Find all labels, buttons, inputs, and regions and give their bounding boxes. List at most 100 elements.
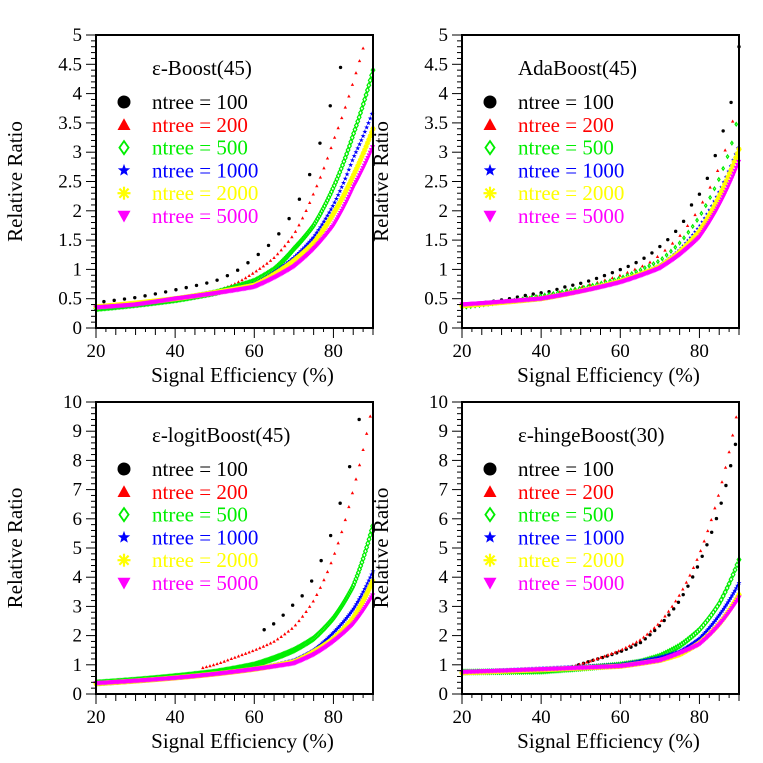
data-point xyxy=(298,248,304,254)
data-point xyxy=(345,613,351,619)
data-point xyxy=(357,109,364,117)
y-axis: 0 0.5 1 1.5 2 2.5 3 3.5 4 4.5 5 xyxy=(58,25,96,339)
legend-label: ntree = 1000 xyxy=(152,158,258,182)
data-point xyxy=(625,270,630,274)
data-point xyxy=(254,269,258,273)
data-point xyxy=(366,577,372,583)
data-point xyxy=(281,255,287,264)
y-tick-label: 0 xyxy=(73,318,83,339)
data-point xyxy=(317,224,323,230)
data-point xyxy=(618,273,622,277)
data-point xyxy=(290,626,294,630)
data-point xyxy=(300,216,305,220)
x-tick-label: 20 xyxy=(453,341,472,362)
data-point xyxy=(367,76,373,84)
legend-item: ntree = 100 xyxy=(483,90,614,114)
data-point xyxy=(290,246,296,254)
data-point xyxy=(350,82,355,86)
data-point xyxy=(236,280,241,284)
data-point xyxy=(261,644,266,648)
data-point xyxy=(353,149,359,155)
data-point xyxy=(364,86,371,94)
data-point xyxy=(357,59,362,63)
data-point xyxy=(716,176,721,183)
data-point xyxy=(327,633,333,639)
data-point xyxy=(333,627,339,633)
data-point xyxy=(315,184,319,188)
data-point xyxy=(247,650,251,654)
data-point xyxy=(268,641,273,645)
asterisk-stroke xyxy=(733,155,739,161)
data-point xyxy=(318,141,322,145)
data-point xyxy=(301,234,307,242)
data-point xyxy=(335,192,341,198)
data-point xyxy=(555,287,559,292)
data-point xyxy=(329,146,333,150)
data-point xyxy=(344,615,350,620)
data-point xyxy=(336,541,340,545)
data-point xyxy=(153,292,158,296)
data-point xyxy=(325,156,330,160)
data-point xyxy=(671,252,675,256)
legend-item: ntree = 2000 xyxy=(483,181,624,205)
data-point xyxy=(358,594,364,599)
legend-item: ntree = 500 xyxy=(118,136,248,160)
data-point xyxy=(357,141,363,147)
data-point xyxy=(586,279,591,283)
data-point xyxy=(726,169,730,173)
data-point xyxy=(297,197,302,201)
x-tick-label: 40 xyxy=(166,341,185,362)
data-point xyxy=(332,612,338,621)
data-point xyxy=(288,248,294,256)
data-point xyxy=(730,119,735,123)
data-point xyxy=(688,235,692,239)
legend-marker-triangle-up-icon xyxy=(117,118,131,130)
data-point xyxy=(363,583,369,589)
data-point xyxy=(293,229,298,233)
data-point xyxy=(322,578,326,582)
data-point xyxy=(122,297,127,301)
data-point xyxy=(333,196,339,201)
legend-marker-diamond-open-icon xyxy=(118,139,130,156)
data-point xyxy=(306,227,312,235)
data-point xyxy=(328,206,334,212)
data-point xyxy=(293,623,298,627)
data-point xyxy=(292,243,298,251)
data-point xyxy=(642,265,647,271)
data-point xyxy=(349,157,355,163)
data-point xyxy=(143,294,147,298)
data-point xyxy=(693,213,697,217)
data-point xyxy=(308,237,314,242)
data-point xyxy=(236,654,241,658)
data-point xyxy=(663,248,667,252)
data-point xyxy=(332,199,338,205)
data-point xyxy=(272,255,276,260)
legend-marker-circle-icon xyxy=(117,95,131,109)
data-point xyxy=(700,220,704,224)
data-point xyxy=(650,251,654,255)
data-point xyxy=(351,153,357,159)
data-point xyxy=(664,252,669,258)
data-point xyxy=(311,599,315,603)
legend-item: ntree = 200 xyxy=(117,113,248,137)
data-point xyxy=(315,592,319,596)
data-point xyxy=(243,651,248,655)
data-point xyxy=(366,81,372,89)
data-point xyxy=(309,579,314,583)
legend-label: ntree = 2000 xyxy=(152,181,258,205)
data-point xyxy=(339,184,345,190)
data-point xyxy=(265,261,269,265)
data-point xyxy=(333,611,339,619)
data-point xyxy=(730,163,736,169)
legend-label: ntree = 2000 xyxy=(518,181,624,205)
panel-title: ε-Boost(45) xyxy=(152,56,252,80)
data-point xyxy=(655,254,660,258)
legend-marker-triangle-up-icon xyxy=(483,118,497,130)
y-tick-label: 3 xyxy=(439,142,449,163)
data-point xyxy=(326,209,332,215)
data-point xyxy=(331,629,337,634)
y-tick-label: 1.5 xyxy=(58,230,82,251)
series-ntree-100 xyxy=(102,65,343,304)
data-point xyxy=(304,609,308,613)
